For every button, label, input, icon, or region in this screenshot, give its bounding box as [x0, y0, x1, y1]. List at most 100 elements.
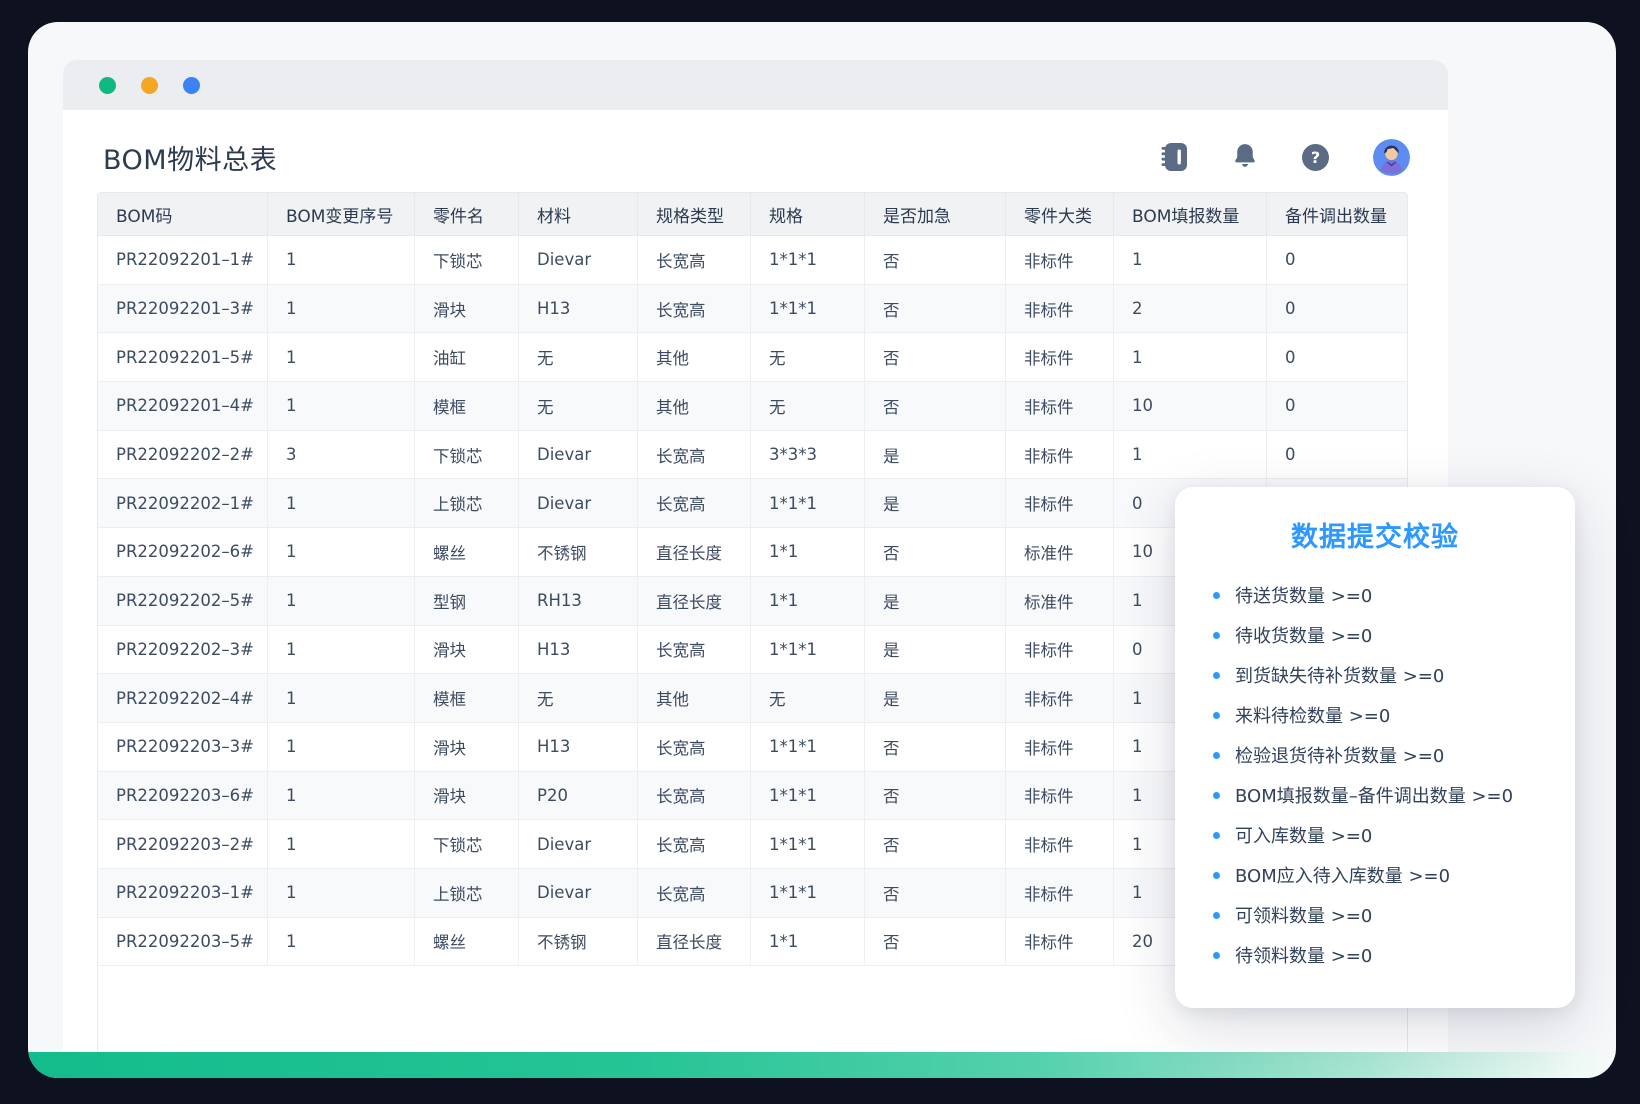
table-cell: 1: [268, 576, 415, 625]
column-header-5: 规格类型: [638, 193, 751, 235]
table-cell: H13: [519, 284, 638, 333]
table-cell: Dievar: [519, 868, 638, 917]
table-cell: 下锁芯: [415, 236, 519, 284]
table-cell: 非标件: [1006, 771, 1114, 820]
table-cell: 长宽高: [638, 625, 751, 674]
table-cell: 1*1*1: [751, 625, 865, 674]
browser-titlebar: [63, 60, 1448, 110]
table-cell: 非标件: [1006, 722, 1114, 771]
table-cell: 无: [751, 382, 865, 430]
traffic-light-blue-dot[interactable]: [183, 76, 200, 94]
table-cell: 标准件: [1006, 528, 1114, 576]
table-cell: 1*1*1: [751, 820, 865, 868]
validation-rule: 到货缺失待补货数量 >=0: [1175, 655, 1575, 695]
validation-rule-text: 待领料数量 >=0: [1235, 946, 1373, 967]
table-cell: 非标件: [1006, 236, 1114, 284]
bullet-dot-icon: [1213, 711, 1220, 719]
table-cell: PR22092202–6#: [98, 528, 268, 576]
validation-rule: 待送货数量 >=0: [1175, 575, 1575, 615]
bell-icon[interactable]: [1232, 143, 1258, 171]
table-cell: 不锈钢: [519, 528, 638, 576]
table-cell: 其他: [638, 674, 751, 722]
table-cell: 其他: [638, 382, 751, 430]
table-cell: 非标件: [1006, 868, 1114, 917]
table-cell: 1: [268, 284, 415, 333]
table-cell: PR22092203–2#: [98, 820, 268, 868]
validation-rule-text: 待收货数量 >=0: [1235, 626, 1373, 647]
validation-rule-text: 可领料数量 >=0: [1235, 906, 1373, 927]
table-cell: 1*1*1: [751, 479, 865, 528]
traffic-light-green-dot[interactable]: [99, 76, 116, 94]
table-cell: 1: [1114, 236, 1267, 284]
table-cell: 0: [1285, 347, 1296, 367]
table-cell: 0: [1285, 445, 1296, 465]
table-cell: 长宽高: [638, 722, 751, 771]
table-cell: 否: [865, 382, 1006, 430]
page-title: BOM物料总表: [103, 144, 278, 176]
avatar[interactable]: [1373, 138, 1410, 176]
table-cell: 1: [268, 820, 415, 868]
validation-card: 数据提交校验 待送货数量 >=0 待收货数量 >=0 到货缺失待补货数量 >=0 来料…: [1175, 487, 1575, 1008]
notebook-icon[interactable]: [1161, 142, 1188, 172]
table-cell: 1*1*1: [751, 722, 865, 771]
validation-rule-text: 待送货数量 >=0: [1235, 586, 1373, 607]
table-cell: 非标件: [1006, 674, 1114, 722]
table-row[interactable]: PR22092202–2# 3 下锁芯 Dievar 长宽高 3*3*3 是非标件 1 0: [98, 430, 1407, 480]
page-header: BOM物料总表: [103, 135, 1410, 179]
table-cell: PR22092202–5#: [98, 576, 268, 625]
column-header-4: 材料: [519, 193, 638, 235]
help-icon-label: ?: [1310, 147, 1321, 167]
table-cell: PR22092203–5#: [98, 917, 268, 966]
table-cell: 1: [268, 917, 415, 966]
bullet-dot-icon: [1213, 831, 1220, 839]
table-cell: PR22092201–3#: [98, 284, 268, 333]
table-cell: 长宽高: [638, 820, 751, 868]
validation-card-title: 数据提交校验: [1291, 522, 1459, 553]
bottom-accent-bar: [28, 1052, 1616, 1078]
table-cell: 无: [519, 674, 638, 722]
table-row[interactable]: PR22092201–5# 1 油缸无其他无否非标件 1 0: [98, 333, 1407, 383]
table-cell: 0: [1285, 299, 1296, 319]
table-cell: 1: [268, 333, 415, 382]
validation-rule-text: 到货缺失待补货数量 >=0: [1235, 666, 1445, 687]
table-row[interactable]: PR22092201–4# 1 模框无其他无否非标件 10 0: [98, 382, 1407, 431]
table-cell: RH13: [519, 576, 638, 625]
table-cell: 是: [865, 576, 1006, 625]
column-header-8: 零件大类: [1006, 193, 1114, 235]
table-cell: 不锈钢: [519, 917, 638, 966]
table-cell: 2: [1114, 284, 1267, 333]
traffic-light-orange-dot[interactable]: [141, 76, 158, 94]
bullet-dot-icon: [1213, 951, 1220, 959]
table-cell: 非标件: [1006, 333, 1114, 382]
table-cell: 1: [1114, 333, 1267, 382]
table-cell: PR22092202–3#: [98, 625, 268, 674]
table-cell: Dievar: [519, 236, 638, 284]
table-cell: Dievar: [519, 820, 638, 868]
table-cell: 滑块: [415, 625, 519, 674]
table-cell: PR22092201–1#: [98, 236, 268, 284]
table-row[interactable]: PR22092201–1# 1 下锁芯 Dievar 长宽高 1*1*1 否非标件 1 0: [98, 236, 1407, 285]
table-cell: 否: [865, 820, 1006, 868]
table-cell: 无: [519, 333, 638, 382]
table-cell: 1*1*1: [751, 284, 865, 333]
table-cell: 1: [268, 528, 415, 576]
table-cell: 否: [865, 236, 1006, 284]
validation-rule: BOM应入待入库数量 >=0: [1175, 855, 1575, 895]
table-cell: 1: [268, 868, 415, 917]
table-cell: PR22092202–1#: [98, 479, 268, 528]
table-cell: 螺丝: [415, 528, 519, 576]
table-cell: P20: [519, 771, 638, 820]
table-cell: 0: [1285, 250, 1296, 270]
column-header-2: BOM变更序号: [268, 193, 415, 235]
header-actions: ?: [1161, 138, 1410, 176]
table-cell: 滑块: [415, 284, 519, 333]
bullet-dot-icon: [1213, 671, 1220, 679]
table-cell: 螺丝: [415, 917, 519, 966]
table-cell: H13: [519, 625, 638, 674]
table-cell: 是: [865, 625, 1006, 674]
help-icon[interactable]: ?: [1302, 143, 1329, 171]
table-row[interactable]: PR22092201–3# 1 滑块 H13 长宽高 1*1*1 否非标件 2 0: [98, 284, 1407, 334]
table-cell: 非标件: [1006, 479, 1114, 528]
table-cell: 标准件: [1006, 576, 1114, 625]
table-cell: 油缸: [415, 333, 519, 382]
